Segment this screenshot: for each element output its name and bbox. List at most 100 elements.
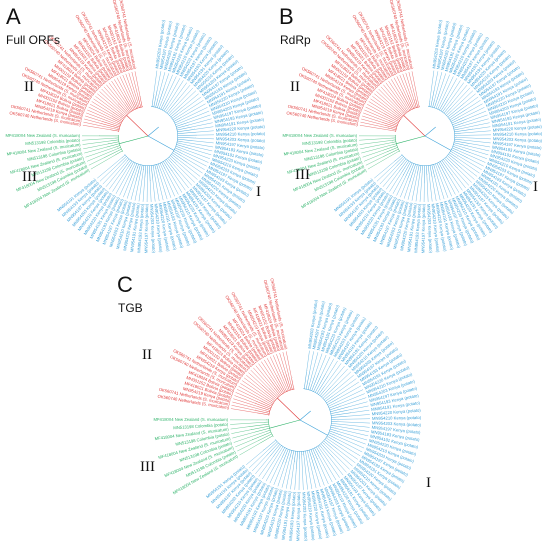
branch (391, 141, 396, 143)
bootstrap-mark: · (387, 149, 388, 153)
bootstrap-mark: · (143, 167, 144, 171)
branch (365, 106, 398, 123)
branch (337, 448, 356, 464)
branch (250, 425, 270, 431)
branch (112, 116, 123, 122)
branch (191, 122, 213, 128)
branch (320, 454, 337, 481)
branch (174, 149, 183, 154)
branch (385, 171, 400, 190)
branch (248, 449, 269, 469)
branch (188, 118, 212, 126)
tip-label: MF418004 New Zealand (S. muricatum) (154, 417, 229, 422)
branch (291, 450, 294, 460)
branch (324, 363, 342, 387)
branch (391, 139, 396, 141)
branch (177, 131, 197, 134)
branch (186, 162, 203, 174)
branch (463, 96, 479, 108)
branch (117, 147, 121, 149)
branch (101, 88, 119, 106)
tip-label: MN954197 Kenya (potato) (420, 203, 426, 253)
tip-label: MN954197 Kenya (potato) (143, 203, 149, 253)
clade-stem (299, 419, 328, 436)
branch (294, 469, 297, 490)
branch (167, 78, 181, 100)
branch (346, 414, 370, 417)
branch (114, 79, 124, 96)
branch (459, 122, 490, 130)
bootstrap-mark: · (156, 166, 157, 170)
branch (144, 165, 146, 178)
branch (273, 464, 283, 485)
branch (316, 375, 329, 394)
branch (163, 161, 171, 174)
branch (186, 114, 211, 124)
branch (180, 147, 211, 159)
clade-clade-ii: ·OK560741 Netherlands (S. muricatum)OK56… (9, 0, 149, 137)
branch (90, 155, 115, 170)
branch (256, 412, 269, 416)
branch (285, 373, 292, 390)
branch (304, 371, 307, 389)
branch (336, 438, 363, 453)
branch (266, 442, 279, 456)
branch (453, 126, 460, 129)
branch (157, 72, 166, 99)
branch (232, 432, 255, 439)
branch (277, 463, 286, 487)
bootstrap-mark: · (302, 452, 303, 456)
branch (112, 111, 124, 120)
branch (251, 455, 267, 472)
branch (435, 164, 449, 198)
branch (324, 439, 338, 450)
tree-panel-b: B RdRp II III I · OK560741 Netherlands (S… (275, 0, 550, 262)
clade-label-iii: III (22, 169, 37, 185)
tip-label: MN954210 Kenya (potato) (306, 491, 316, 541)
branch (395, 156, 404, 165)
branch (170, 155, 178, 163)
branch (359, 125, 396, 132)
branch (172, 152, 187, 163)
branch (272, 445, 282, 458)
branch (126, 158, 130, 162)
branch (394, 154, 403, 162)
branch (233, 398, 259, 407)
bootstrap-mark: · (457, 155, 458, 159)
branch (429, 165, 433, 178)
branch (125, 73, 137, 104)
tip-label: MN954210 Kenya (potato) (493, 131, 543, 137)
branch (305, 371, 310, 390)
bootstrap-mark: · (121, 112, 122, 116)
bootstrap-mark: · (385, 111, 386, 115)
branch (470, 152, 488, 159)
branch (296, 451, 298, 470)
bootstrap-mark: · (179, 95, 180, 99)
bootstrap-mark: · (195, 135, 196, 139)
branch (436, 163, 440, 169)
bootstrap-mark: · (350, 410, 351, 414)
tip-label: MF418004 New Zealand (S. muricatum) (6, 133, 81, 138)
branch (246, 450, 264, 465)
branch (370, 98, 394, 115)
branch (138, 170, 144, 202)
branch (109, 129, 119, 132)
branch (318, 447, 340, 478)
branch (108, 141, 119, 145)
bootstrap-mark: · (108, 141, 109, 145)
branch (129, 163, 138, 181)
branch (173, 150, 182, 156)
bootstrap-mark: · (252, 437, 253, 441)
branch (374, 93, 394, 110)
branch (117, 110, 126, 118)
bootstrap-mark: · (133, 105, 134, 109)
branch (133, 108, 135, 110)
tip-label: MN954193 Kenya (potato) (136, 203, 145, 253)
branch (317, 459, 329, 485)
branch (169, 105, 181, 116)
branch (328, 389, 364, 407)
branch (261, 361, 278, 386)
branch (119, 76, 132, 101)
branch (340, 397, 367, 407)
branch (134, 162, 136, 165)
